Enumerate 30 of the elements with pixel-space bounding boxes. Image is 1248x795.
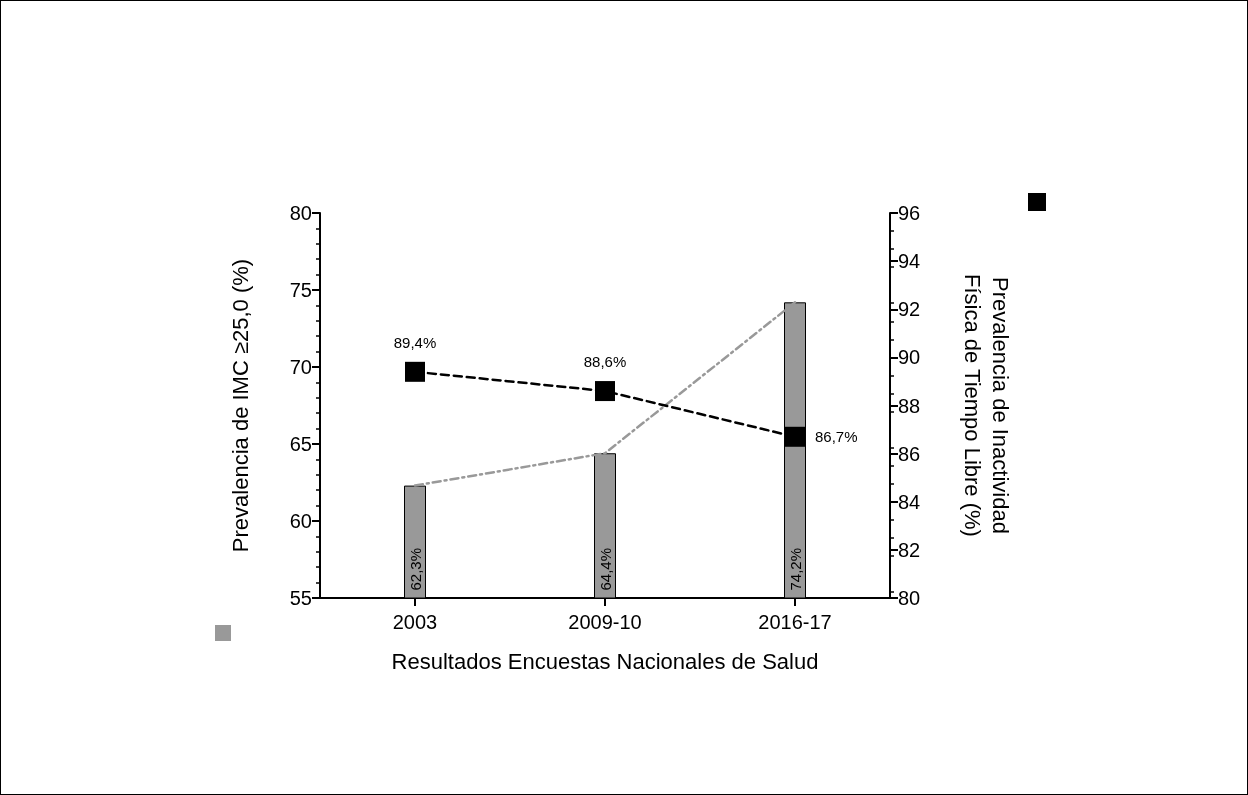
y2-tick-label: 82 bbox=[898, 538, 921, 561]
y2-tick-label: 84 bbox=[898, 490, 921, 513]
y-tick-label: 60 bbox=[289, 510, 312, 532]
data-label: 62,3% bbox=[406, 547, 424, 591]
y-tick-label: 80 bbox=[289, 202, 312, 224]
y2-tick-label: 92 bbox=[898, 298, 921, 321]
data-label: 88,6% bbox=[583, 353, 627, 371]
x-tick-label: 2016-17 bbox=[758, 611, 832, 633]
y-tick-label: 65 bbox=[289, 433, 312, 455]
data-label: 89,4% bbox=[393, 333, 437, 351]
y-axis-title: Prevalencia de IMC ≥25,0 (%) bbox=[227, 258, 253, 553]
y2-tick-label: 88 bbox=[898, 394, 921, 417]
y2-axis-title: Prevalencia de Inactividad Física de Tiempo Libre (%) bbox=[959, 274, 1013, 537]
x-tick-label: 2009-10 bbox=[568, 611, 642, 633]
y-tick-label: 75 bbox=[289, 279, 312, 301]
y-tick-label: 70 bbox=[289, 356, 312, 378]
y2-tick-label: 80 bbox=[898, 587, 921, 609]
y2-tick-label: 94 bbox=[898, 250, 921, 273]
point bbox=[595, 381, 615, 402]
x-axis-title: Resultados Encuestas Nacionales de Salud bbox=[391, 648, 819, 674]
y2-tick-label: 90 bbox=[898, 346, 921, 369]
data-label: 86,7% bbox=[815, 428, 858, 446]
data-label: 64,4% bbox=[596, 547, 614, 591]
x-tick-label: 2003 bbox=[392, 611, 438, 633]
y-tick-label: 55 bbox=[289, 587, 312, 609]
y2-tick-label: 96 bbox=[898, 202, 921, 224]
y2-tick-label: 86 bbox=[898, 442, 921, 465]
data-label: 74,2% bbox=[786, 547, 804, 591]
point bbox=[405, 361, 425, 382]
point bbox=[785, 426, 805, 447]
